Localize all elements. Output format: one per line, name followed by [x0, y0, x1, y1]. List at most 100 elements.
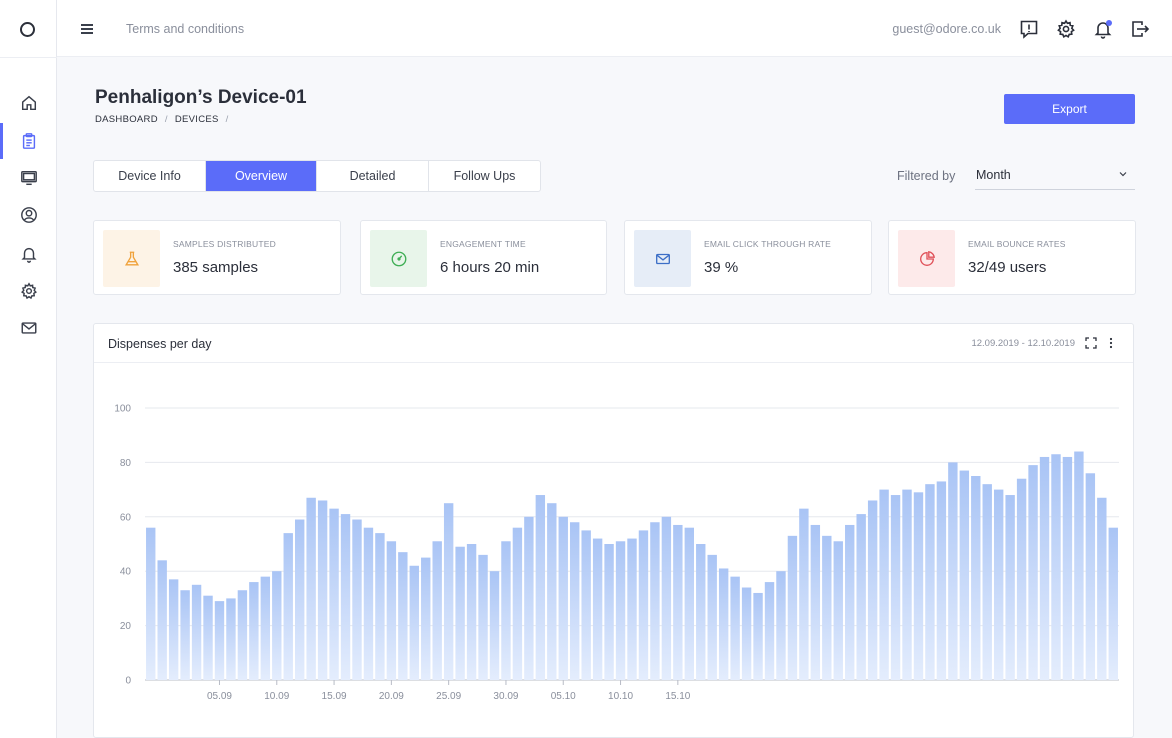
sidebar-item-mail[interactable]: [0, 310, 57, 346]
menu-icon[interactable]: [81, 24, 93, 34]
alert-icon[interactable]: [1019, 19, 1039, 39]
sidebar-item-devices[interactable]: [0, 123, 57, 159]
chart-bar[interactable]: [329, 508, 339, 680]
chart-bar[interactable]: [936, 481, 947, 680]
export-button[interactable]: Export: [1004, 94, 1135, 124]
chart-bar[interactable]: [867, 500, 878, 680]
chart-bar[interactable]: [764, 582, 775, 680]
chart-bar[interactable]: [673, 524, 683, 680]
logout-icon[interactable]: [1130, 19, 1150, 39]
user-email[interactable]: guest@odore.co.uk: [892, 22, 1001, 36]
chart-bar[interactable]: [191, 584, 202, 680]
chart-bar[interactable]: [1074, 451, 1084, 680]
chart-bar[interactable]: [982, 484, 992, 680]
period-select[interactable]: Month: [975, 160, 1135, 190]
chart-bar[interactable]: [925, 484, 935, 680]
chart-bar[interactable]: [226, 598, 236, 680]
breadcrumb-dashboard[interactable]: DASHBOARD: [95, 114, 158, 125]
chart-bar[interactable]: [1097, 497, 1107, 680]
chart-bar[interactable]: [696, 544, 706, 680]
chart-bar[interactable]: [971, 476, 981, 680]
chart-bar[interactable]: [1062, 456, 1073, 680]
fullscreen-icon[interactable]: [1084, 336, 1098, 350]
chart-bar[interactable]: [249, 582, 259, 680]
chart-bar[interactable]: [214, 601, 225, 680]
chart-bar[interactable]: [913, 492, 924, 680]
chart-bar[interactable]: [799, 508, 809, 680]
chart-bar[interactable]: [1005, 495, 1015, 680]
chart-bar[interactable]: [718, 568, 729, 680]
tab-overview[interactable]: Overview: [206, 161, 317, 191]
chart-bar[interactable]: [753, 592, 763, 680]
chart-bar[interactable]: [730, 576, 740, 680]
chart-bar[interactable]: [879, 489, 889, 680]
chart-bar[interactable]: [260, 576, 271, 680]
tab-follow-ups[interactable]: Follow Ups: [453, 169, 516, 183]
chart-bar[interactable]: [237, 590, 248, 680]
chart-bar[interactable]: [1085, 473, 1096, 680]
chart-bar[interactable]: [386, 541, 397, 680]
chart-bar[interactable]: [352, 519, 362, 680]
chart-bar[interactable]: [810, 524, 821, 680]
chart-bar[interactable]: [776, 571, 786, 680]
terms-link[interactable]: Terms and conditions: [126, 22, 245, 36]
sidebar-item-monitor[interactable]: [0, 160, 57, 196]
chart-bar[interactable]: [283, 533, 293, 680]
more-options-icon[interactable]: [1104, 336, 1118, 350]
chart-bar[interactable]: [890, 495, 901, 680]
chart-bar[interactable]: [1016, 478, 1027, 680]
chart-bar[interactable]: [948, 462, 958, 680]
chart-bar[interactable]: [822, 535, 832, 680]
chart-bar[interactable]: [959, 470, 970, 680]
chart-bar[interactable]: [845, 524, 855, 680]
chart-bar[interactable]: [1039, 456, 1050, 680]
tab-detailed[interactable]: Detailed: [317, 161, 429, 191]
logo-icon[interactable]: [20, 22, 35, 37]
chart-bar[interactable]: [661, 516, 672, 680]
chart-bar[interactable]: [375, 533, 385, 680]
chart-bar[interactable]: [627, 538, 637, 680]
chart-bar[interactable]: [501, 541, 511, 680]
breadcrumb-devices[interactable]: DEVICES: [174, 114, 219, 125]
tab-device-info[interactable]: Device Info: [94, 161, 206, 191]
chart-bar[interactable]: [317, 500, 328, 680]
chart-bar[interactable]: [443, 503, 454, 680]
gear-icon[interactable]: [1056, 19, 1076, 39]
chart-bar[interactable]: [421, 557, 431, 680]
chart-bar[interactable]: [615, 541, 626, 680]
chart-bar[interactable]: [272, 571, 282, 680]
chart-bar[interactable]: [570, 522, 580, 680]
sidebar-item-notifications[interactable]: [0, 236, 57, 272]
chart-bar[interactable]: [398, 552, 408, 680]
chart-bar[interactable]: [592, 538, 603, 680]
chart-bar[interactable]: [902, 489, 912, 680]
bell-icon[interactable]: [1093, 19, 1113, 39]
chart-bar[interactable]: [741, 587, 752, 680]
chart-bar[interactable]: [638, 530, 649, 680]
chart-bar[interactable]: [558, 516, 568, 680]
sidebar-item-home[interactable]: [0, 85, 57, 121]
chart-bar[interactable]: [295, 519, 305, 680]
chart-bar[interactable]: [604, 544, 614, 680]
chart-bar[interactable]: [684, 527, 694, 680]
chart-bar[interactable]: [512, 527, 523, 680]
chart-bar[interactable]: [203, 595, 213, 680]
chart-bar[interactable]: [146, 527, 156, 680]
chart-date-range[interactable]: 12.09.2019 - 12.10.2019: [971, 338, 1075, 349]
chart-bar[interactable]: [306, 497, 316, 680]
chart-bar[interactable]: [340, 514, 351, 680]
chart-bar[interactable]: [489, 571, 500, 680]
chart-bar[interactable]: [524, 516, 534, 680]
sidebar-item-users[interactable]: [0, 197, 57, 233]
chart-bar[interactable]: [409, 565, 419, 680]
chart-bar[interactable]: [535, 495, 546, 680]
chart-bar[interactable]: [466, 544, 477, 680]
chart-bar[interactable]: [833, 541, 843, 680]
chart-bar[interactable]: [1108, 527, 1118, 680]
chart-bar[interactable]: [168, 579, 179, 680]
chart-bar[interactable]: [180, 590, 190, 680]
chart-bar[interactable]: [707, 554, 717, 680]
chart-bar[interactable]: [547, 503, 557, 680]
chart-bar[interactable]: [856, 514, 866, 680]
sidebar-item-settings[interactable]: [0, 273, 57, 309]
